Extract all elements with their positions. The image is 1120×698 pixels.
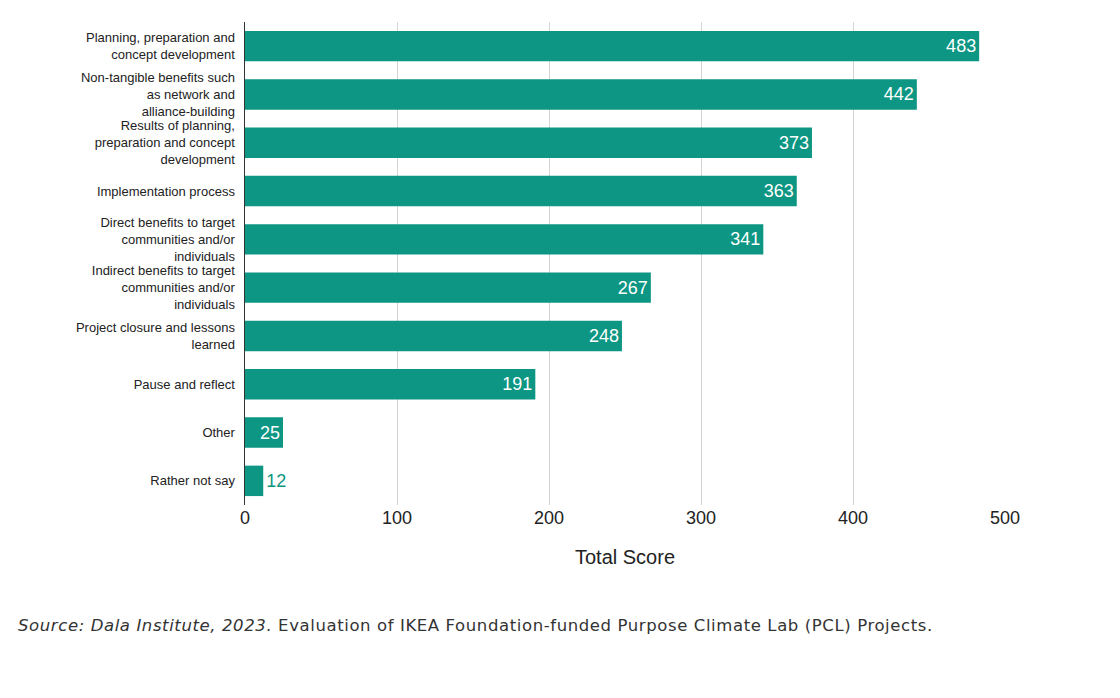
svg-text:400: 400 xyxy=(838,508,868,528)
svg-text:267: 267 xyxy=(618,278,648,298)
svg-text:300: 300 xyxy=(686,508,716,528)
svg-text:483: 483 xyxy=(946,36,976,56)
svg-text:Project closure and lessonslea: Project closure and lessonslearned xyxy=(76,320,235,352)
svg-text:500: 500 xyxy=(990,508,1020,528)
svg-text:25: 25 xyxy=(260,423,280,443)
svg-text:12: 12 xyxy=(266,471,286,491)
svg-text:Direct benefits to targetcommu: Direct benefits to targetcommunities and… xyxy=(100,215,235,264)
svg-text:191: 191 xyxy=(502,374,532,394)
svg-text:363: 363 xyxy=(764,181,794,201)
svg-text:200: 200 xyxy=(534,508,564,528)
svg-text:248: 248 xyxy=(589,326,619,346)
svg-text:100: 100 xyxy=(382,508,412,528)
svg-text:Rather not say: Rather not say xyxy=(150,473,235,488)
svg-text:Non-tangible benefits suchas n: Non-tangible benefits suchas network and… xyxy=(81,70,235,119)
html-text:Source: Dala Institute, 2023.: Source: Dala Institute, 2023. Evaluation… xyxy=(18,616,933,635)
svg-text:442: 442 xyxy=(884,84,914,104)
svg-text:Pause and reflect: Pause and reflect xyxy=(134,377,236,392)
svg-text:341: 341 xyxy=(730,229,760,249)
svg-text:373: 373 xyxy=(779,133,809,153)
svg-text:Other: Other xyxy=(202,425,235,440)
svg-text:0: 0 xyxy=(240,508,250,528)
svg-text:Planning, preparation andconce: Planning, preparation andconcept develop… xyxy=(86,30,235,62)
svg-text:Results of planning,preparatio: Results of planning,preparation and conc… xyxy=(95,118,236,167)
svg-text:Implementation process: Implementation process xyxy=(97,184,236,199)
svg-text:Total Score: Total Score xyxy=(575,546,675,568)
svg-text:Indirect benefits to targetcom: Indirect benefits to targetcommunities a… xyxy=(92,263,236,312)
